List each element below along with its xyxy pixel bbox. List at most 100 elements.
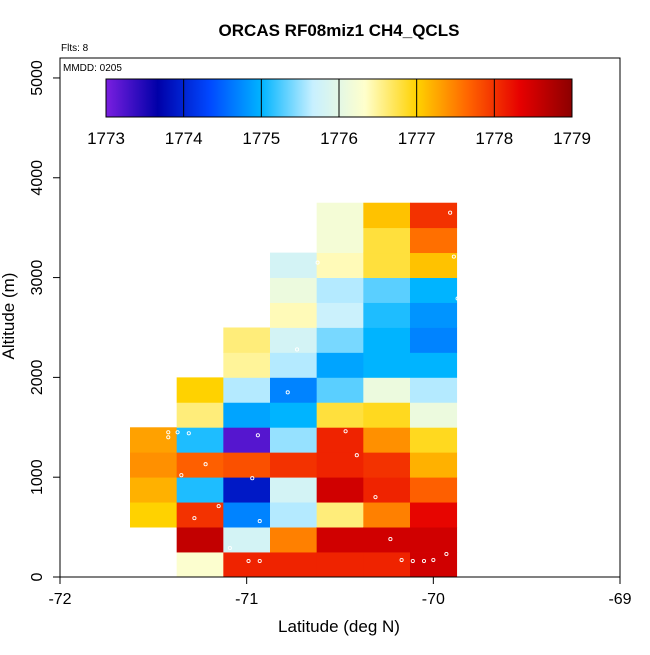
heatmap-cell bbox=[363, 327, 411, 353]
heatmap-cell bbox=[316, 402, 364, 428]
sample-point bbox=[186, 431, 191, 436]
sample-point bbox=[444, 551, 449, 557]
heatmap-cell bbox=[176, 452, 224, 478]
heatmap-cell bbox=[176, 527, 224, 553]
x-tick-label: -71 bbox=[235, 591, 258, 608]
heatmap-cell bbox=[316, 527, 364, 553]
heatmap-cell bbox=[316, 352, 364, 378]
sample-point bbox=[179, 473, 184, 478]
y-axis-label: Altitude (m) bbox=[0, 273, 18, 360]
heatmap-cell bbox=[270, 377, 318, 403]
heatmap-cell bbox=[176, 427, 224, 453]
heatmap-cell bbox=[363, 277, 411, 303]
heatmap-cell bbox=[176, 552, 224, 578]
y-tick-label: 2000 bbox=[29, 359, 46, 395]
heatmap-cell bbox=[270, 502, 318, 528]
heatmap-cell bbox=[316, 227, 364, 254]
heatmap-cell bbox=[410, 527, 458, 553]
heatmap-cell bbox=[270, 352, 318, 378]
sample-point bbox=[192, 516, 197, 521]
heatmap-cell bbox=[410, 552, 458, 578]
colorbar: 1773 1774 1775 1776 1777 1778 1779 bbox=[87, 78, 591, 148]
heatmap-cell bbox=[363, 527, 411, 553]
heatmap-cell bbox=[410, 452, 458, 478]
sample-point bbox=[448, 210, 453, 215]
colorbar-tick-label: 1773 bbox=[87, 129, 125, 148]
heatmap-cell bbox=[316, 477, 364, 503]
colorbar-tick-label: 1777 bbox=[398, 129, 436, 148]
heatmap-cell bbox=[410, 477, 458, 503]
x-tick-label: -70 bbox=[422, 591, 445, 608]
heatmap-cell bbox=[363, 402, 411, 428]
heatmap-cell bbox=[363, 252, 411, 278]
sample-point bbox=[175, 430, 180, 435]
heatmap-cell bbox=[363, 502, 411, 528]
sample-point bbox=[257, 558, 262, 564]
heatmap-cell bbox=[130, 502, 178, 528]
heatmap-cell bbox=[316, 252, 364, 278]
sample-point bbox=[388, 537, 393, 542]
colorbar-tick-label: 1775 bbox=[242, 129, 280, 148]
chart-title: ORCAS RF08miz1 CH4_QCLS bbox=[219, 21, 460, 40]
colorbar-tick-label: 1779 bbox=[553, 129, 591, 148]
sample-point bbox=[203, 462, 208, 467]
sample-point bbox=[354, 453, 359, 458]
heatmap-cell bbox=[363, 352, 411, 378]
heatmap-cell bbox=[270, 402, 318, 428]
heatmap-cell bbox=[223, 477, 271, 503]
sample-point bbox=[455, 296, 460, 301]
sample-point bbox=[295, 347, 300, 352]
sample-point bbox=[410, 558, 415, 564]
heatmap-cell bbox=[363, 552, 411, 578]
sample-point bbox=[257, 519, 262, 524]
heatmap-cell bbox=[270, 477, 318, 503]
colorbar-tick-label: 1778 bbox=[475, 129, 513, 148]
heatmap-cell bbox=[363, 302, 411, 328]
heatmap-cell bbox=[176, 477, 224, 503]
heatmap-cell bbox=[223, 527, 271, 553]
heatmap-cell bbox=[223, 377, 271, 403]
heatmap-cell bbox=[176, 377, 224, 403]
heatmap-cell bbox=[130, 477, 178, 503]
colorbar-tick-label: 1776 bbox=[320, 129, 358, 148]
heatmap-cell bbox=[363, 377, 411, 403]
sample-point bbox=[285, 390, 290, 395]
heatmap-cell bbox=[270, 302, 318, 328]
heatmap-cell bbox=[410, 402, 458, 428]
heatmap-cell bbox=[270, 427, 318, 453]
heatmap-cell bbox=[176, 502, 224, 528]
sample-point bbox=[250, 476, 255, 481]
heatmap-cell bbox=[316, 552, 364, 578]
y-tick-label: 3000 bbox=[29, 260, 46, 296]
sample-point bbox=[457, 513, 462, 518]
y-tick-label: 0 bbox=[29, 572, 46, 581]
x-tick-label: -69 bbox=[608, 591, 631, 608]
heatmap-cell bbox=[410, 377, 458, 403]
heatmap-cell bbox=[316, 427, 364, 453]
heatmap-cell bbox=[410, 277, 458, 303]
sample-point bbox=[166, 430, 171, 435]
heatmap-cell bbox=[316, 302, 364, 328]
heatmap-cell bbox=[363, 477, 411, 503]
y-tick-label: 5000 bbox=[29, 60, 46, 96]
heatmap-cell bbox=[410, 227, 458, 254]
heatmap-cell bbox=[363, 452, 411, 478]
heatmap-cell bbox=[130, 452, 178, 478]
heatmap-cell bbox=[270, 252, 318, 278]
heatmap-cell bbox=[270, 527, 318, 553]
sample-point bbox=[216, 504, 221, 509]
heatmap-cell bbox=[410, 327, 458, 353]
heatmap-cell bbox=[410, 427, 458, 453]
y-tick-label: 4000 bbox=[29, 160, 46, 196]
heatmap-cell bbox=[363, 227, 411, 254]
heatmap-cell bbox=[316, 277, 364, 303]
flight-sample-points bbox=[166, 210, 468, 564]
sample-point bbox=[255, 433, 260, 438]
heatmap-cell bbox=[270, 327, 318, 353]
date-annotation: MMDD: 0205 bbox=[63, 63, 122, 74]
sample-point bbox=[373, 495, 378, 500]
sample-point bbox=[431, 557, 436, 563]
colorbar-tick-label: 1774 bbox=[165, 129, 203, 148]
sample-point bbox=[315, 260, 320, 265]
